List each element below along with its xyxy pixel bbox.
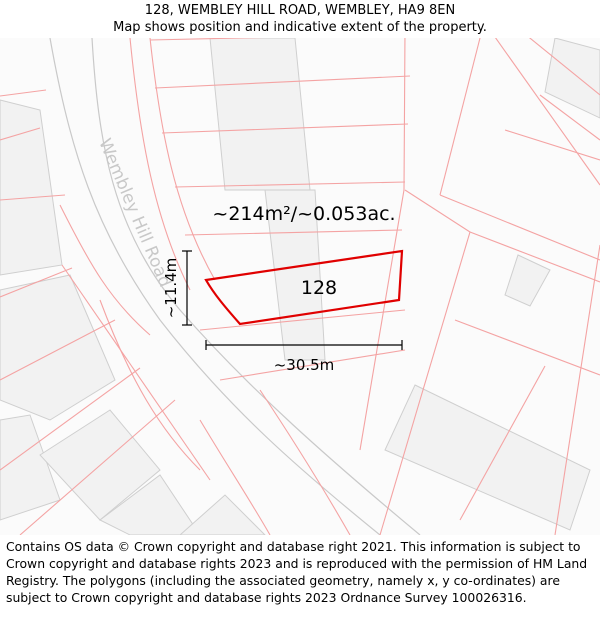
road-edge-east <box>91 37 421 536</box>
height-dimension <box>182 250 192 326</box>
copyright-attribution: Contains OS data © Crown copyright and d… <box>6 539 588 605</box>
width-dimension <box>205 340 403 350</box>
plot-number-label: 128 <box>301 277 337 299</box>
building <box>384 384 591 531</box>
building <box>0 274 116 421</box>
area-label: ~214m²/~0.053ac. <box>212 203 395 225</box>
road-edge-west <box>49 37 381 536</box>
map-canvas: Wembley Hill Road ~214m²/~0.053ac. 128 ~… <box>0 29 600 536</box>
property-address: 128, WEMBLEY HILL ROAD, WEMBLEY, HA9 8EN <box>144 3 456 18</box>
buildings <box>0 37 600 536</box>
map-header: 128, WEMBLEY HILL ROAD, WEMBLEY, HA9 8EN… <box>0 0 600 40</box>
building <box>209 37 311 191</box>
map-subtitle: Map shows position and indicative extent… <box>113 20 487 35</box>
building <box>544 37 600 119</box>
building <box>504 254 551 307</box>
property-boundary[interactable] <box>204 249 404 326</box>
parcel-lines <box>0 29 600 536</box>
road-edges <box>49 37 421 536</box>
width-label: ~30.5m <box>274 356 335 374</box>
height-label: ~11.4m <box>162 258 180 319</box>
map-area[interactable]: Wembley Hill Road ~214m²/~0.053ac. 128 ~… <box>0 29 600 536</box>
